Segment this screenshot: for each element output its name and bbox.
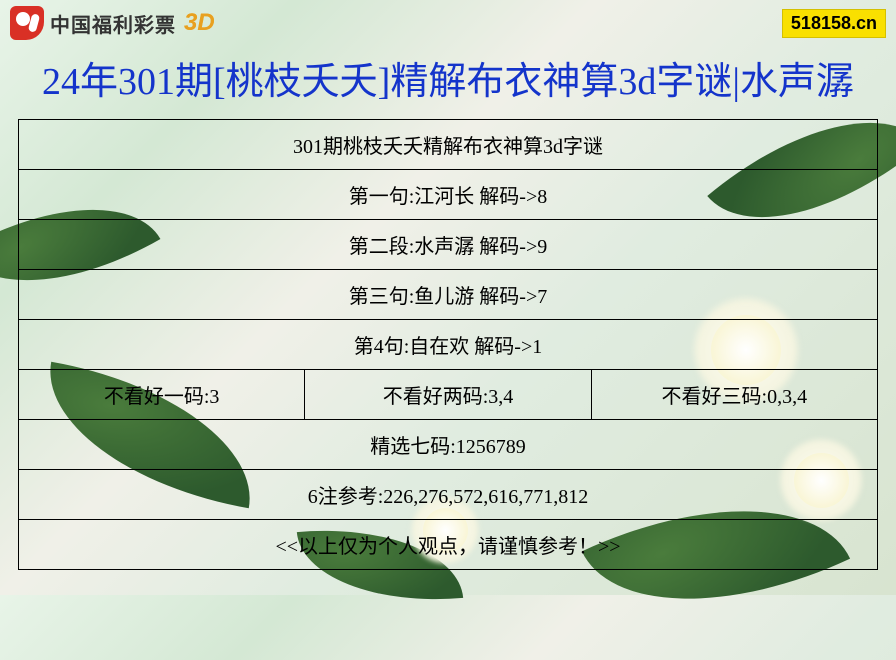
- page-title: 24年301期[桃枝夭夭]精解布衣神算3d字谜|水声潺: [0, 46, 896, 115]
- riddle-table: 301期桃枝夭夭精解布衣神算3d字谜 第一句:江河长 解码->8 第二段:水声潺…: [18, 119, 878, 570]
- riddle-line-4: 第4句:自在欢 解码->1: [19, 320, 878, 370]
- riddle-line-3: 第三句:鱼儿游 解码->7: [19, 270, 878, 320]
- disclaimer: <<以上仅为个人观点，请谨慎参考！>>: [19, 520, 878, 570]
- riddle-line-2: 第二段:水声潺 解码->9: [19, 220, 878, 270]
- lottery-logo-icon: [10, 6, 44, 40]
- selected-seven: 精选七码:1256789: [19, 420, 878, 470]
- riddle-line-1: 第一句:江河长 解码->8: [19, 170, 878, 220]
- exclude-two: 不看好两码:3,4: [305, 370, 591, 420]
- exclude-three: 不看好三码:0,3,4: [591, 370, 877, 420]
- exclude-one: 不看好一码:3: [19, 370, 305, 420]
- logo-3d-suffix: 3D: [184, 9, 215, 37]
- six-bets: 6注参考:226,276,572,616,771,812: [19, 470, 878, 520]
- logo-text: 中国福利彩票: [50, 9, 176, 38]
- site-badge: 518158.cn: [782, 9, 886, 38]
- table-header-row: 301期桃枝夭夭精解布衣神算3d字谜: [19, 120, 878, 170]
- header-bar: 中国福利彩票 3D 518158.cn: [0, 0, 896, 46]
- logo-block: 中国福利彩票 3D: [10, 6, 215, 40]
